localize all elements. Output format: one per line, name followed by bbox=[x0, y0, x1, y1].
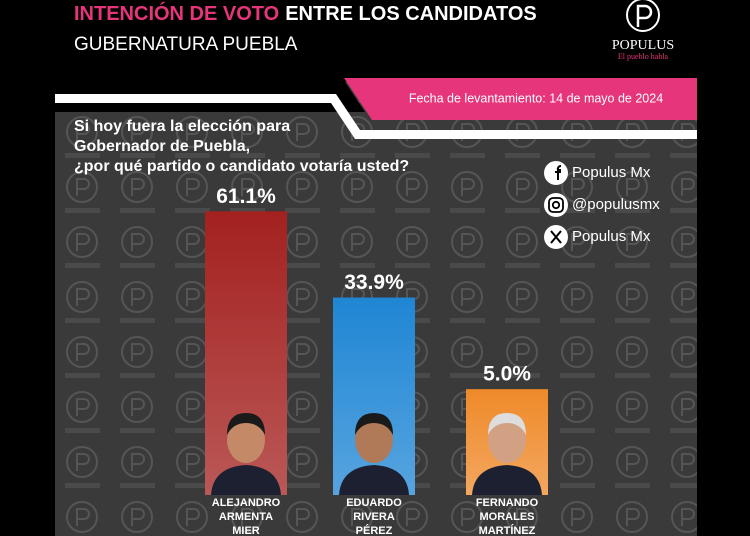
subtitle: GUBERNATURA PUEBLA bbox=[74, 34, 298, 55]
icon-ig-lens bbox=[551, 200, 561, 210]
value-label: 5.0% bbox=[483, 363, 531, 386]
social-handle: @populusmx bbox=[572, 196, 660, 213]
icon-f bbox=[555, 165, 562, 180]
social-handle: Populus Mx bbox=[572, 228, 651, 245]
question-line: Gobernador de Puebla, bbox=[74, 138, 250, 155]
social-handle: Populus Mx bbox=[572, 164, 651, 181]
value-label: 61.1% bbox=[216, 185, 276, 208]
date: Fecha de levantamiento: 14 de mayo de 20… bbox=[409, 91, 663, 105]
candidate-box: ALEJANDRO ARMENTA MIER bbox=[211, 497, 281, 536]
photo-body bbox=[472, 465, 542, 495]
icon-ig bbox=[548, 197, 564, 213]
photo-hair bbox=[355, 413, 393, 435]
header-bg bbox=[55, 0, 697, 112]
photo-hair bbox=[488, 413, 526, 435]
value-label: 33.9% bbox=[344, 271, 404, 294]
logo-tagline: El pueblo habla bbox=[618, 52, 669, 61]
photo-head bbox=[227, 417, 265, 463]
logo-mark bbox=[626, 0, 660, 32]
logo-name: POPULUS bbox=[612, 38, 674, 53]
candidate-name: EDUARDO RIVERA PÉREZ bbox=[346, 497, 402, 536]
candidate-name: FERNANDO MORALES MARTÍNEZ bbox=[475, 497, 539, 536]
title-highlight: INTENCIÓN DE VOTO bbox=[74, 1, 279, 25]
photo-head bbox=[488, 417, 526, 463]
question-line: ¿por qué partido o candidato votaría ust… bbox=[74, 158, 409, 175]
question-line: Si hoy fuera la elección para bbox=[74, 118, 290, 135]
candidate-name: ALEJANDRO ARMENTA MIER bbox=[211, 497, 281, 536]
photo-body bbox=[339, 465, 409, 495]
icon-x bbox=[550, 230, 562, 244]
social: Populus Mx @populusmx Populus Mx bbox=[544, 161, 660, 249]
logo-p bbox=[636, 4, 653, 27]
photo-body bbox=[211, 465, 281, 495]
stripe bbox=[55, 94, 697, 139]
candidate-box: FERNANDO MORALES MARTÍNEZ bbox=[475, 497, 539, 536]
question: Si hoy fuera la elección para Gobernador … bbox=[74, 118, 409, 175]
title: INTENCIÓN DE VOTO ENTRE LOS CANDIDATOS bbox=[74, 1, 537, 25]
title-rest: ENTRE LOS CANDIDATOS bbox=[285, 3, 537, 25]
photo-head bbox=[355, 417, 393, 463]
date-banner bbox=[344, 78, 697, 120]
social-icon bbox=[544, 193, 568, 217]
bars: 61.1% ALEJANDRO ARMENTA MIER 33.9% EDUARDO … bbox=[205, 185, 548, 536]
photo-hair bbox=[227, 413, 265, 435]
candidate-box: EDUARDO RIVERA PÉREZ bbox=[346, 497, 402, 536]
